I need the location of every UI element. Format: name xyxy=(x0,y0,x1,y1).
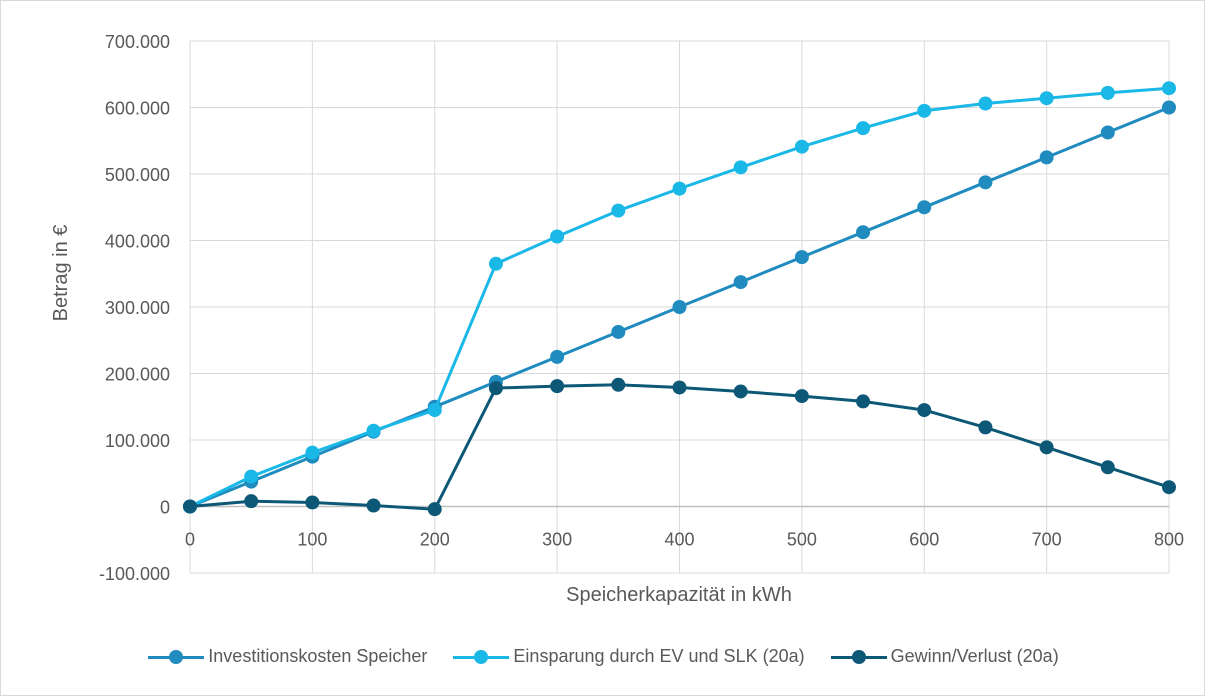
data-point xyxy=(1162,480,1176,495)
data-point xyxy=(917,403,932,418)
series-lines xyxy=(183,81,1176,517)
legend-swatch-investitionskosten xyxy=(148,649,205,664)
legend-swatch-einsparung xyxy=(453,649,510,664)
data-point xyxy=(1100,125,1115,140)
data-point xyxy=(488,256,503,271)
x-tick-label: 0 xyxy=(185,530,195,550)
legend: Investitionskosten Speicher Einsparung d… xyxy=(1,646,1205,667)
legend-swatch-gewinn-verlust xyxy=(830,649,887,664)
y-tick-label: 100.000 xyxy=(105,431,170,451)
legend-item-einsparung: Einsparung durch EV und SLK (20a) xyxy=(453,646,805,667)
series-0 xyxy=(183,100,1176,514)
data-point xyxy=(978,175,993,190)
y-tick-label: 500.000 xyxy=(105,165,170,185)
y-tick-label: 200.000 xyxy=(105,365,170,385)
series-2 xyxy=(183,377,1176,517)
y-tick-label: 700.000 xyxy=(105,32,170,52)
x-tick-label: 100 xyxy=(297,530,327,550)
data-point xyxy=(550,229,565,244)
line-chart: -100.000 0 100.000 200.000 300.000 400.000 500… xyxy=(50,32,1184,606)
y-tick-label: -100.000 xyxy=(99,564,170,584)
data-point xyxy=(1162,100,1176,115)
data-point xyxy=(611,203,626,218)
legend-item-investitionskosten: Investitionskosten Speicher xyxy=(148,646,427,667)
data-point xyxy=(427,403,442,418)
x-tick-label: 500 xyxy=(787,530,817,550)
y-tick-label: 400.000 xyxy=(105,232,170,252)
data-point xyxy=(978,420,993,435)
data-point xyxy=(550,379,565,394)
data-point xyxy=(366,423,381,438)
data-point xyxy=(305,445,320,460)
data-point xyxy=(917,200,932,215)
legend-label-gewinn-verlust: Gewinn/Verlust (20a) xyxy=(890,646,1059,666)
data-point xyxy=(1039,150,1054,165)
data-point xyxy=(427,502,442,517)
y-tick-label: 0 xyxy=(160,498,170,518)
x-axis-title: Speicherkapazität in kWh xyxy=(566,584,792,606)
data-point xyxy=(856,394,871,409)
y-axis-title: Betrag in € xyxy=(50,225,72,322)
data-point xyxy=(611,324,626,339)
data-point xyxy=(550,349,565,364)
data-point xyxy=(794,250,809,265)
data-point xyxy=(488,381,503,396)
x-tick-label: 300 xyxy=(542,530,572,550)
data-point xyxy=(183,499,197,514)
data-point xyxy=(672,181,687,196)
tick-labels: -100.000 0 100.000 200.000 300.000 400.000 500… xyxy=(99,32,1184,584)
data-point xyxy=(794,139,809,154)
data-point xyxy=(1039,91,1054,106)
data-point xyxy=(856,225,871,240)
x-tick-label: 800 xyxy=(1154,530,1184,550)
data-point xyxy=(611,377,626,392)
x-tick-label: 700 xyxy=(1032,530,1062,550)
data-point xyxy=(305,495,320,510)
data-point xyxy=(856,121,871,136)
data-point xyxy=(672,380,687,395)
data-point xyxy=(1100,85,1115,100)
data-point xyxy=(1039,440,1054,455)
data-point xyxy=(244,494,259,509)
legend-label-investitionskosten: Investitionskosten Speicher xyxy=(208,646,428,666)
data-point xyxy=(244,469,259,484)
x-tick-label: 200 xyxy=(420,530,450,550)
data-point xyxy=(978,96,993,111)
legend-label-einsparung: Einsparung durch EV und SLK (20a) xyxy=(513,646,805,666)
data-point xyxy=(917,103,932,118)
data-point xyxy=(733,384,748,399)
legend-item-gewinn-verlust: Gewinn/Verlust (20a) xyxy=(830,646,1059,667)
data-point xyxy=(1100,460,1115,475)
x-tick-label: 400 xyxy=(664,530,694,550)
y-tick-label: 600.000 xyxy=(105,99,170,119)
x-tick-label: 600 xyxy=(909,530,939,550)
data-point xyxy=(733,160,748,175)
data-point xyxy=(794,389,809,404)
data-point xyxy=(672,300,687,314)
y-tick-label: 300.000 xyxy=(105,298,170,318)
data-point xyxy=(1162,81,1176,96)
data-point xyxy=(733,275,748,290)
data-point xyxy=(366,498,381,513)
